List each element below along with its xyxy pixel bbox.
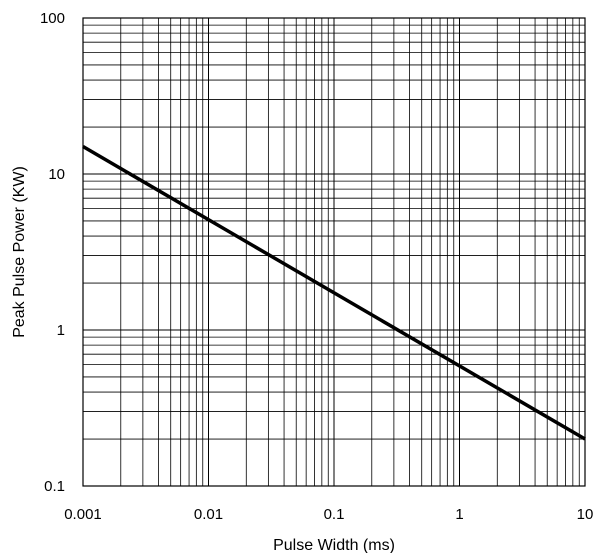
x-tick-label: 1 bbox=[455, 506, 463, 523]
y-tick-label: 10 bbox=[48, 166, 65, 183]
x-tick-labels: 0.001 0.01 0.1 1 10 bbox=[64, 506, 593, 523]
plot-frame bbox=[82, 17, 586, 487]
y-tick-label: 100 bbox=[40, 10, 65, 27]
x-tick-label: 0.001 bbox=[64, 506, 102, 523]
x-axis-title: Pulse Width (ms) bbox=[273, 537, 395, 553]
y-tick-labels: 0.1 1 10 100 bbox=[40, 10, 65, 495]
y-tick-label: 0.1 bbox=[44, 478, 65, 495]
series-layer bbox=[82, 145, 586, 441]
y-axis-title: Peak Pulse Power (KW) bbox=[11, 166, 28, 338]
x-tick-label: 0.1 bbox=[324, 506, 345, 523]
y-tick-label: 1 bbox=[57, 322, 65, 339]
x-tick-label: 0.01 bbox=[194, 506, 223, 523]
x-tick-label: 10 bbox=[577, 506, 594, 523]
series-line-1 bbox=[82, 145, 586, 441]
minor-gridlines bbox=[83, 18, 585, 486]
